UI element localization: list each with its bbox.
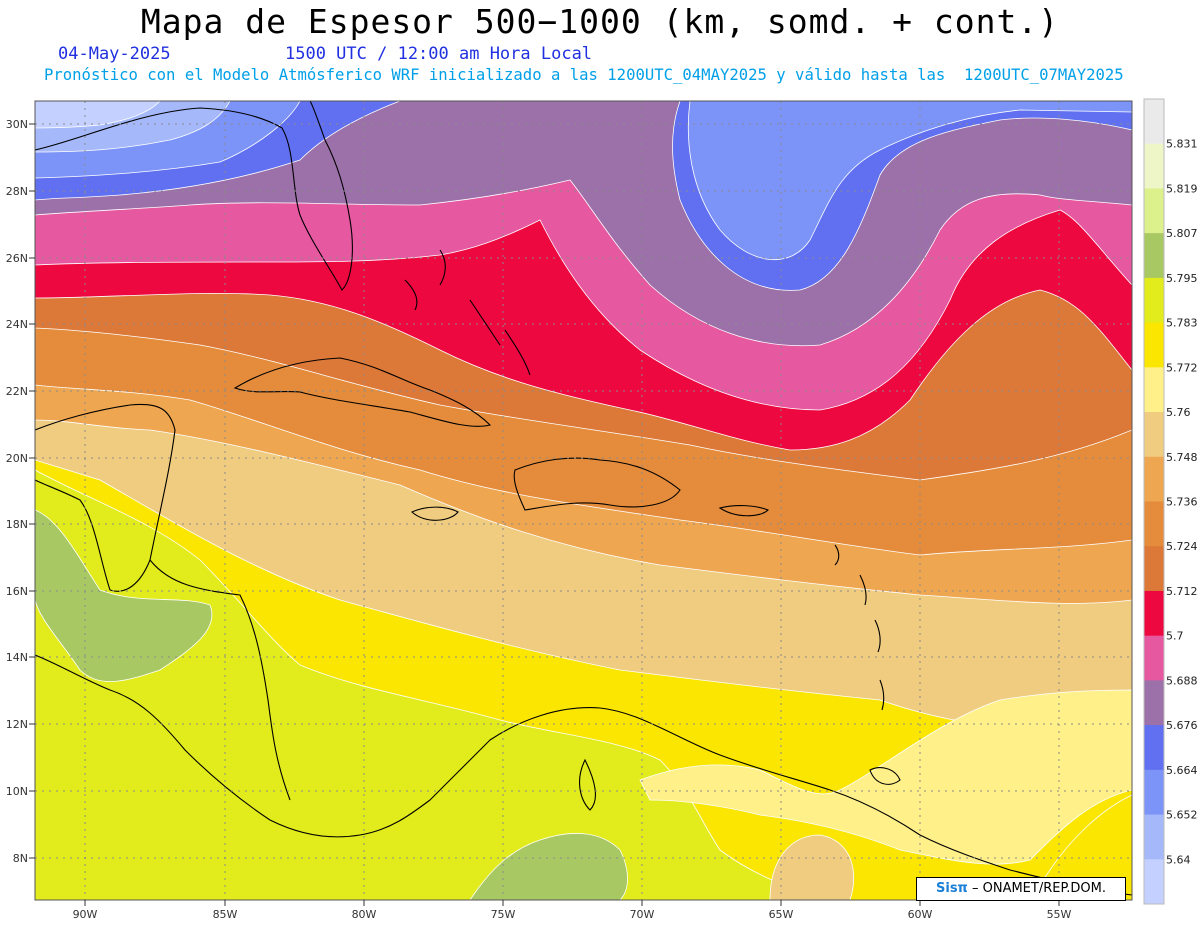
colorbar-label: 5.748 bbox=[1166, 451, 1198, 464]
coast-central-america-caribbean bbox=[149, 559, 291, 801]
colorbar-swatch bbox=[1144, 546, 1164, 592]
colorbar-label: 5.64 bbox=[1166, 853, 1191, 866]
colorbar-swatch bbox=[1144, 277, 1164, 324]
coast-yucatan bbox=[35, 403, 176, 592]
colorbar-swatch bbox=[1144, 99, 1164, 145]
lat-label: 18N bbox=[6, 518, 28, 531]
credit-text: – ONAMET/REP.DOM. bbox=[967, 881, 1106, 896]
lon-label: 85W bbox=[213, 908, 238, 921]
colorbar-swatch bbox=[1144, 635, 1164, 681]
colorbar-label: 5.712 bbox=[1166, 585, 1198, 598]
colorbar-label: 5.664 bbox=[1166, 764, 1198, 777]
colorbar-label: 5.7 bbox=[1166, 630, 1184, 643]
model-description: Pronóstico con el Modelo Atmósferico WRF… bbox=[44, 66, 1124, 84]
coast-hispaniola bbox=[513, 457, 681, 511]
colorbar-swatch bbox=[1144, 859, 1164, 905]
lon-label: 55W bbox=[1047, 908, 1072, 921]
band-5748-patch bbox=[769, 834, 854, 900]
colorbar-label: 5.676 bbox=[1166, 719, 1198, 732]
forecast-time: 1500 UTC / 12:00 am Hora Local bbox=[285, 44, 593, 64]
coast-gulf-florida bbox=[35, 101, 353, 291]
band-5783-west bbox=[35, 469, 821, 900]
forecast-date: 04-May-2025 bbox=[58, 44, 171, 64]
lat-label: 26N bbox=[6, 252, 28, 265]
colorbar-label: 5.772 bbox=[1166, 361, 1198, 374]
lon-label: 70W bbox=[630, 908, 655, 921]
coast-puerto-rico bbox=[718, 505, 769, 517]
lon-label: 75W bbox=[491, 908, 516, 921]
lat-label: 22N bbox=[6, 385, 28, 398]
colorbar-label: 5.783 bbox=[1166, 317, 1198, 330]
colorbar-swatch bbox=[1144, 725, 1164, 771]
colorbar-swatch bbox=[1144, 590, 1164, 637]
colorbar-swatch bbox=[1144, 814, 1164, 860]
lat-label: 10N bbox=[6, 785, 28, 798]
lon-label: 80W bbox=[352, 908, 377, 921]
band-5652 bbox=[687, 101, 1132, 261]
lat-label: 14N bbox=[6, 651, 28, 664]
colorbar-swatch bbox=[1144, 188, 1164, 234]
map-frame bbox=[34, 100, 1133, 901]
band-5795-south bbox=[469, 833, 628, 900]
colorbar-label: 5.795 bbox=[1166, 272, 1198, 285]
lon-label: 65W bbox=[769, 908, 794, 921]
lat-label: 20N bbox=[6, 452, 28, 465]
colorbar-swatch bbox=[1144, 501, 1164, 547]
coast-cuba bbox=[233, 357, 492, 427]
colorbar-swatch bbox=[1144, 412, 1164, 458]
colorbar-label: 5.76 bbox=[1166, 406, 1191, 419]
graticule bbox=[35, 101, 1132, 900]
lat-label: 16N bbox=[6, 585, 28, 598]
coast-maracaibo bbox=[579, 758, 596, 811]
colorbar-swatch bbox=[1144, 233, 1164, 279]
colorbar-label: 5.736 bbox=[1166, 496, 1198, 509]
lon-label: 60W bbox=[908, 908, 933, 921]
map-title: Mapa de Espesor 500−1000 (km, somd. + co… bbox=[140, 2, 1060, 41]
colorbar-label: 5.819 bbox=[1166, 182, 1198, 195]
colorbar-swatch bbox=[1144, 456, 1164, 502]
colorbar-swatch bbox=[1144, 680, 1164, 726]
lon-axis: 90W 85W 80W 75W 70W 65W 60W 55W bbox=[73, 900, 1072, 921]
lat-label: 8N bbox=[13, 852, 28, 865]
lat-label: 30N bbox=[6, 118, 28, 131]
colorbar: 5.831 5.819 5.807 5.795 5.783 5.772 5.76 5.748 5… bbox=[1143, 98, 1198, 905]
lat-label: 12N bbox=[6, 718, 28, 731]
coast-central-america bbox=[35, 654, 1132, 896]
coast-lesser-antilles bbox=[834, 544, 885, 711]
colorbar-frame bbox=[1143, 98, 1165, 905]
colorbar-swatch bbox=[1144, 367, 1164, 413]
colorbar-swatch bbox=[1144, 143, 1164, 189]
colorbar-label: 5.652 bbox=[1166, 809, 1198, 822]
credit-box: Sisπ – ONAMET/REP.DOM. bbox=[916, 877, 1126, 901]
coastlines bbox=[35, 101, 1132, 896]
coast-trinidad bbox=[869, 767, 901, 785]
lat-axis: 30N 28N 26N 24N 22N 20N 18N 16N 14N 12N … bbox=[6, 118, 35, 865]
coast-jamaica bbox=[411, 506, 459, 521]
colorbar-label: 5.724 bbox=[1166, 540, 1198, 553]
colorbar-swatch bbox=[1144, 322, 1164, 368]
thickness-fill-layer bbox=[35, 101, 1132, 900]
coast-bahamas bbox=[404, 249, 531, 376]
lon-label: 90W bbox=[73, 908, 98, 921]
band-5760-east bbox=[639, 689, 1132, 865]
colorbar-label: 5.807 bbox=[1166, 227, 1198, 240]
credit-brand: Sisπ bbox=[936, 881, 968, 896]
colorbar-label: 5.688 bbox=[1166, 674, 1198, 687]
colorbar-label: 5.831 bbox=[1166, 138, 1198, 151]
lat-label: 28N bbox=[6, 185, 28, 198]
lat-label: 24N bbox=[6, 318, 28, 331]
colorbar-swatch bbox=[1144, 769, 1164, 816]
band-5628 bbox=[35, 101, 161, 129]
